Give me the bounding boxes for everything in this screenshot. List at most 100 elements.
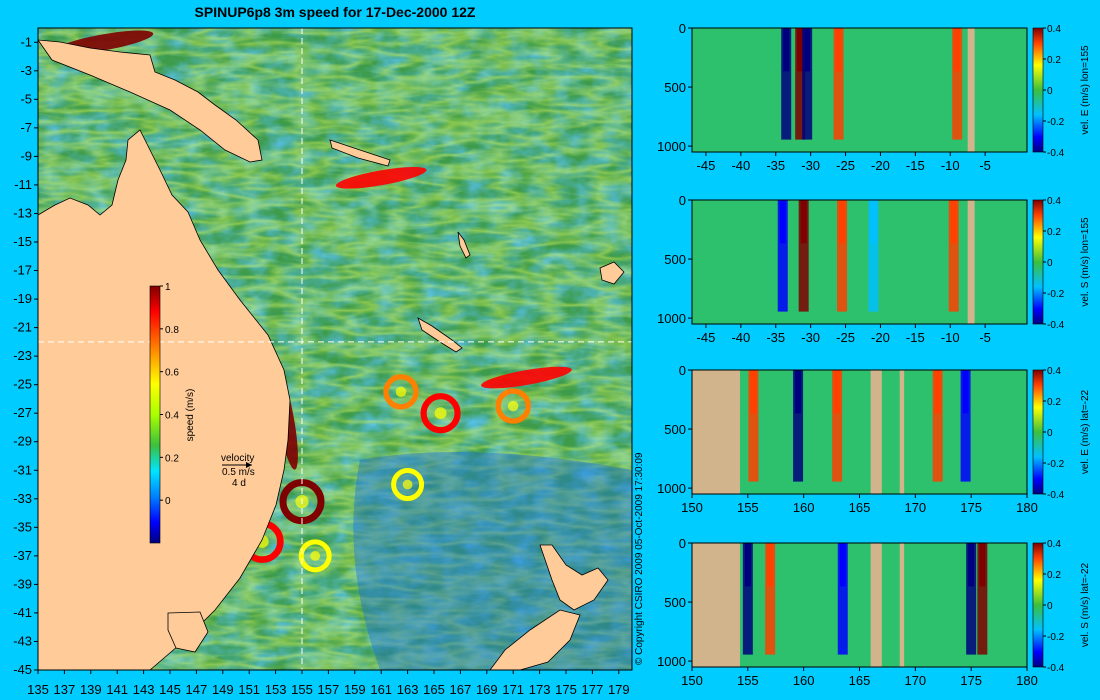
figure-title: SPINUP6p8 3m speed for 17-Dec-2000 12Z bbox=[195, 4, 476, 20]
section-anomaly bbox=[833, 28, 844, 140]
new-zealand-north bbox=[539, 544, 609, 611]
section-land bbox=[899, 543, 905, 667]
section-anomaly bbox=[802, 28, 813, 140]
section-x-tick-label: 170 bbox=[904, 673, 926, 688]
section-anomaly-core bbox=[767, 543, 774, 587]
section-y-tick-label: 0 bbox=[679, 363, 686, 378]
section-land bbox=[870, 543, 882, 667]
speed-colorbar-tick-label: 0 bbox=[165, 496, 171, 507]
map-y-tick-label: -33 bbox=[13, 491, 32, 506]
section-shade bbox=[692, 370, 1027, 494]
section-anomaly-core bbox=[797, 28, 804, 72]
section-land bbox=[870, 370, 882, 494]
current-jet bbox=[481, 366, 572, 389]
map-x-tick-label: 137 bbox=[54, 682, 76, 697]
section-x-tick-label: -20 bbox=[871, 158, 890, 173]
map-y-tick-label: -5 bbox=[20, 91, 32, 106]
section-colorbar-tick-label: 0 bbox=[1047, 428, 1053, 439]
map-y-tick-label: -35 bbox=[13, 519, 32, 534]
section-x-tick-label: 160 bbox=[793, 673, 815, 688]
speed-colorbar-tick-label: 0.2 bbox=[165, 453, 179, 464]
section-x-tick-label: -35 bbox=[766, 158, 785, 173]
section-y-tick-label: 0 bbox=[679, 536, 686, 551]
eddy-core bbox=[310, 550, 321, 561]
section-field bbox=[692, 370, 1027, 494]
map-y-tick-label: -3 bbox=[20, 63, 32, 78]
section-anomaly-core bbox=[934, 370, 941, 414]
map-y-tick-label: -45 bbox=[13, 662, 32, 677]
map-panel: 135 137 139 141 143 145 147 149 151 153 155 157 159 1… bbox=[13, 27, 645, 697]
section-x-tick-label: -20 bbox=[871, 330, 890, 345]
map-x-tick-label: 147 bbox=[186, 682, 208, 697]
map-x-tick-label: 141 bbox=[106, 682, 128, 697]
map-x-tick-label: 135 bbox=[27, 682, 49, 697]
section-colorbar-tick-label: 0.4 bbox=[1047, 366, 1061, 377]
section-frame bbox=[691, 27, 1028, 153]
section-x-tick-label: -5 bbox=[979, 158, 991, 173]
current-jet bbox=[335, 166, 427, 189]
section-land bbox=[692, 543, 741, 667]
new-guinea bbox=[38, 39, 263, 163]
section-x-tick-label: -35 bbox=[766, 330, 785, 345]
section-anomaly-core bbox=[795, 370, 802, 414]
section-y-tick-label: 1000 bbox=[657, 654, 686, 669]
section-land bbox=[692, 370, 741, 494]
vanuatu bbox=[457, 231, 471, 259]
speed-colorbar-label: speed (m/s) bbox=[185, 389, 196, 442]
map-y-tick-label: -31 bbox=[13, 462, 32, 477]
solomon-islands bbox=[329, 139, 391, 167]
section-colorbar bbox=[1032, 199, 1044, 325]
map-x-tick-label: 179 bbox=[608, 682, 630, 697]
map-y-tick-label: -9 bbox=[20, 148, 32, 163]
section-x-tick-label: -45 bbox=[697, 158, 716, 173]
section-anomaly-core bbox=[950, 200, 957, 244]
section-y-tick-label: 500 bbox=[664, 80, 686, 95]
section-anomaly-core bbox=[834, 370, 841, 414]
eddy-ring bbox=[298, 539, 332, 573]
eddy-ring bbox=[383, 374, 419, 410]
eddy-core bbox=[434, 407, 447, 420]
map-y-tick-label: -25 bbox=[13, 377, 32, 392]
section-colorbar-tick-label: -0.4 bbox=[1047, 320, 1065, 331]
section-1: -45 -40 -35 -30 -25 -20 -15 -10 -5 0 500 1000 0.4 0.2… bbox=[657, 21, 1091, 173]
section-anomaly-core bbox=[954, 28, 961, 72]
map-x-tick-label: 143 bbox=[133, 682, 155, 697]
velocity-key-speed: 0.5 m/s bbox=[222, 467, 255, 478]
eddy-ring bbox=[495, 388, 531, 424]
section-shade bbox=[692, 543, 1027, 667]
section-colorbar-tick-label: 0.4 bbox=[1047, 24, 1061, 35]
section-y-tick-label: 0 bbox=[679, 21, 686, 36]
velocity-key: velocity 0.5 m/s 4 d bbox=[221, 453, 255, 489]
tasmania bbox=[167, 611, 209, 653]
section-colorbar-tick-label: 0.2 bbox=[1047, 227, 1061, 238]
section-land bbox=[967, 200, 975, 324]
section-shade bbox=[692, 200, 1027, 324]
eddy-core bbox=[395, 386, 407, 398]
section-anomaly-core bbox=[870, 200, 877, 244]
map-x-tick-label: 161 bbox=[370, 682, 392, 697]
section-anomaly-core bbox=[979, 543, 986, 587]
section-x-tick-label: -10 bbox=[941, 330, 960, 345]
map-y-tick-label: -41 bbox=[13, 605, 32, 620]
section-anomaly bbox=[837, 200, 848, 312]
section-x-tick-label: 165 bbox=[849, 673, 871, 688]
map-y-tick-label: -27 bbox=[13, 405, 32, 420]
section-anomaly bbox=[948, 200, 959, 312]
section-x-tick-label: -10 bbox=[941, 158, 960, 173]
map-y-tick-label: -19 bbox=[13, 291, 32, 306]
map-x-tick-label: 165 bbox=[423, 682, 445, 697]
section-colorbar-tick-label: -0.4 bbox=[1047, 490, 1065, 501]
map-x-ticks: 135 137 139 141 143 145 147 149 151 153 155 157 159 1… bbox=[27, 670, 630, 697]
section-colorbar-label: vel. S (m/s) lon=155 bbox=[1080, 217, 1091, 307]
map-y-tick-label: -21 bbox=[13, 320, 32, 335]
section-x-tick-label: -30 bbox=[801, 158, 820, 173]
section-frame bbox=[691, 199, 1028, 325]
section-colorbar-tick-label: 0 bbox=[1047, 86, 1053, 97]
section-x-tick-label: -5 bbox=[979, 330, 991, 345]
section-anomaly-core bbox=[835, 28, 842, 72]
map-x-tick-label: 171 bbox=[502, 682, 524, 697]
section-2: -45 -40 -35 -30 -25 -20 -15 -10 -5 0 500 1000 0.4 0.2… bbox=[657, 193, 1091, 345]
section-anomaly-core bbox=[839, 543, 846, 587]
section-colorbar-tick-label: -0.2 bbox=[1047, 632, 1065, 643]
